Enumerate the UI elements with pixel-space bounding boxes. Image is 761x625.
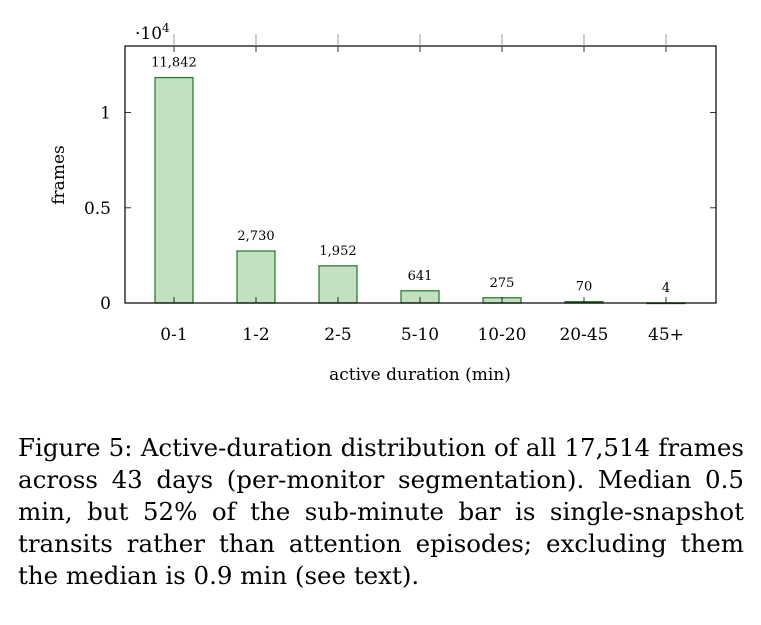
value-label-0-1: 11,842	[151, 56, 197, 71]
x-tick-label-0-1: 0-1	[160, 325, 187, 345]
bar-0-1	[154, 76, 194, 304]
bar-1-2	[236, 250, 276, 304]
x-tick-label-45+: 45+	[648, 325, 684, 345]
value-label-20-45: 70	[576, 280, 593, 295]
x-tick-label-10-20: 10-20	[477, 325, 526, 345]
x-tick-label-20-45: 20-45	[559, 325, 608, 345]
figure-caption: Figure 5: Active-duration distribution o…	[18, 432, 744, 592]
x-ticks-group: 0-1 1-2 2-5 5-10 10-20 20-45 45+	[160, 34, 684, 345]
value-labels-group: 11,842 2,730 1,952 641 275 70 4	[151, 56, 670, 296]
bars-group	[154, 76, 686, 305]
x-tick-label-5-10: 5-10	[401, 325, 439, 345]
value-label-10-20: 275	[490, 276, 515, 291]
caption-label: Figure 5:	[18, 433, 133, 462]
y-tick-label-2: 1	[100, 104, 111, 124]
y-multiplier: ·104	[135, 21, 170, 44]
plot-frame	[124, 45, 717, 304]
y-multiplier-exponent: 4	[162, 21, 170, 35]
value-label-2-5: 1,952	[319, 244, 356, 259]
x-tick-label-1-2: 1-2	[242, 325, 269, 345]
value-label-45+: 4	[662, 281, 670, 296]
value-label-1-2: 2,730	[237, 229, 274, 244]
y-tick-label-0: 0	[100, 294, 111, 314]
caption-text: Active-duration distribution of all 17,5…	[18, 433, 744, 590]
bar-chart: 11,842 2,730 1,952 641 275 70 4 0-1 1-2 2-5 5-10 1…	[49, 21, 717, 385]
y-ticks-group: 00.51	[84, 104, 716, 314]
y-tick-label-1: 0.5	[84, 199, 111, 219]
y-multiplier-base: ·10	[135, 24, 162, 44]
x-axis-label: active duration (min)	[329, 365, 511, 385]
y-axis-label: frames	[49, 145, 69, 204]
value-label-5-10: 641	[408, 269, 433, 284]
x-tick-label-2-5: 2-5	[324, 325, 351, 345]
